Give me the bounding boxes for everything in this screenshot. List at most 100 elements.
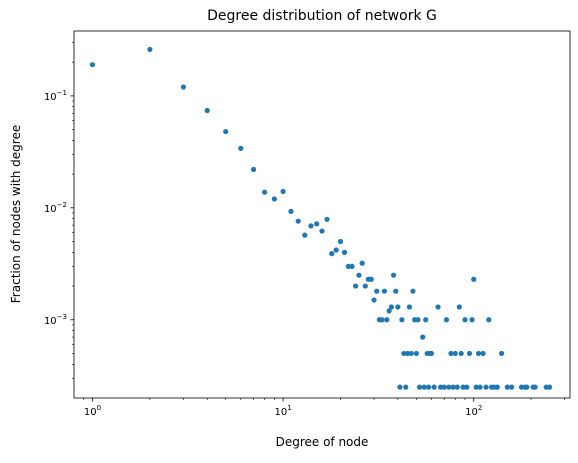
x-tick-label-exponent: 0 xyxy=(97,404,101,412)
data-point xyxy=(359,260,365,266)
y-tick-label-exponent: −1 xyxy=(57,89,67,97)
data-point xyxy=(271,196,277,202)
data-point xyxy=(415,317,421,323)
data-point xyxy=(356,272,362,278)
data-point xyxy=(329,251,335,257)
x-axis-label: Degree of node xyxy=(276,435,369,449)
data-point xyxy=(524,384,530,390)
data-point xyxy=(204,107,210,114)
data-point xyxy=(341,249,348,255)
data-point xyxy=(450,384,456,390)
data-point xyxy=(349,263,355,269)
plot-frame xyxy=(73,30,571,399)
data-point xyxy=(483,384,489,390)
data-point xyxy=(458,350,464,357)
data-point xyxy=(480,350,486,357)
data-point xyxy=(391,272,397,278)
data-point xyxy=(428,350,435,357)
data-point xyxy=(308,223,314,229)
data-point xyxy=(362,283,368,289)
data-point xyxy=(262,189,268,195)
data-point xyxy=(464,384,470,390)
data-point xyxy=(379,317,385,323)
chart-title: Degree distribution of network G xyxy=(207,8,437,24)
data-point xyxy=(337,238,344,245)
data-point xyxy=(421,384,427,390)
data-point xyxy=(446,384,452,390)
data-point xyxy=(504,384,510,390)
y-tick-label-exponent: −3 xyxy=(57,313,67,321)
data-point xyxy=(302,232,308,238)
data-point xyxy=(518,384,525,390)
data-point xyxy=(431,384,437,390)
data-point xyxy=(420,334,426,340)
minor-ticks xyxy=(72,42,565,400)
data-point xyxy=(486,317,492,323)
data-point xyxy=(460,384,466,390)
data-point xyxy=(426,384,432,390)
data-point xyxy=(452,350,458,357)
data-point xyxy=(437,384,444,390)
data-point xyxy=(368,276,374,282)
data-point xyxy=(384,317,390,323)
x-tick-label-exponent: 2 xyxy=(478,404,482,412)
data-point xyxy=(454,384,460,390)
data-point xyxy=(288,208,294,214)
data-point xyxy=(393,288,399,294)
data-point xyxy=(401,350,407,357)
data-point xyxy=(352,283,359,289)
data-point xyxy=(89,62,96,68)
data-point xyxy=(448,350,454,357)
data-point xyxy=(399,317,405,323)
data-point xyxy=(345,263,351,269)
data-point xyxy=(423,317,429,323)
data-point xyxy=(413,350,419,357)
data-point xyxy=(466,350,473,357)
data-point xyxy=(223,128,229,135)
data-point xyxy=(280,188,286,195)
data-point xyxy=(443,317,450,323)
data-point xyxy=(371,297,377,303)
x-tick-label-exponent: 1 xyxy=(287,404,291,412)
data-point xyxy=(238,145,244,151)
data-point xyxy=(397,384,403,390)
data-point xyxy=(546,384,553,390)
data-point xyxy=(295,218,301,224)
data-point xyxy=(403,384,409,390)
data-point xyxy=(324,216,330,222)
data-point xyxy=(441,384,447,390)
data-point xyxy=(406,304,413,310)
data-point xyxy=(532,384,538,390)
data-point xyxy=(475,350,482,357)
data-point xyxy=(314,221,320,227)
data-point xyxy=(508,384,515,390)
data-point xyxy=(435,304,441,310)
data-point xyxy=(381,288,388,294)
data-point xyxy=(462,317,468,323)
data-point xyxy=(319,228,325,234)
data-point xyxy=(471,276,477,282)
data-point xyxy=(147,46,153,53)
data-point xyxy=(477,384,483,390)
data-point xyxy=(180,84,187,90)
data-point xyxy=(250,166,257,173)
data-point xyxy=(473,384,479,390)
data-point xyxy=(410,288,416,294)
data-point xyxy=(469,317,475,323)
data-point xyxy=(408,350,414,357)
data-point xyxy=(456,304,462,310)
data-point xyxy=(374,288,380,294)
data-point xyxy=(416,384,423,390)
data-point xyxy=(388,304,395,310)
data-point xyxy=(333,247,339,253)
data-points xyxy=(89,46,553,390)
y-tick-label-exponent: −2 xyxy=(57,201,67,209)
data-point xyxy=(386,308,392,314)
data-point xyxy=(405,350,411,357)
data-point xyxy=(494,384,500,390)
data-point xyxy=(498,350,505,357)
y-axis-label: Fraction of nodes with degree xyxy=(9,125,23,303)
data-point xyxy=(395,304,401,310)
